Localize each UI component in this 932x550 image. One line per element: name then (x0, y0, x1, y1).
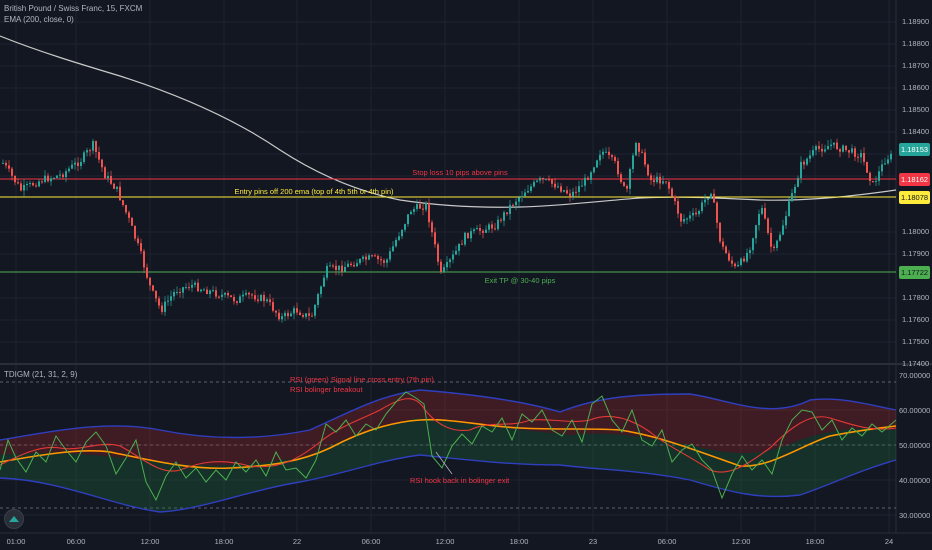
entry-price-tag: 1.18078 (899, 191, 930, 204)
svg-text:12:00: 12:00 (141, 537, 160, 546)
svg-text:1.18500: 1.18500 (902, 105, 929, 114)
ema-legend[interactable]: EMA (200, close, 0) (4, 15, 74, 24)
svg-text:01:00: 01:00 (7, 537, 26, 546)
svg-text:1.18700: 1.18700 (902, 61, 929, 70)
svg-text:60.00000: 60.00000 (899, 406, 930, 415)
price-axis[interactable]: 1.18900 1.18800 1.18700 1.18600 1.18500 … (902, 17, 929, 368)
current-price-tag: 1.18153 (899, 143, 930, 156)
svg-text:18:00: 18:00 (215, 537, 234, 546)
ema-200-line (0, 35, 897, 208)
svg-text:06:00: 06:00 (67, 537, 86, 546)
svg-text:12:00: 12:00 (732, 537, 751, 546)
svg-text:40.00000: 40.00000 (899, 476, 930, 485)
svg-text:1.18800: 1.18800 (902, 39, 929, 48)
grid (0, 0, 896, 533)
svg-text:70.00000: 70.00000 (899, 371, 930, 380)
stop-loss-price-tag: 1.18162 (899, 173, 930, 186)
svg-text:12:00: 12:00 (436, 537, 455, 546)
svg-text:1.17800: 1.17800 (902, 293, 929, 302)
tradingview-logo-icon[interactable] (4, 509, 24, 529)
svg-text:1.17400: 1.17400 (902, 359, 929, 368)
rsi-signal-label: RSI (green) Signal line cross entry (7th… (290, 375, 434, 384)
bollinger-basis-line (0, 418, 897, 470)
svg-text:1.18000: 1.18000 (902, 227, 929, 236)
svg-text:18:00: 18:00 (510, 537, 529, 546)
svg-text:1.18600: 1.18600 (902, 83, 929, 92)
indicator-legend[interactable]: TDIGM (21, 31, 2, 9) (4, 370, 78, 379)
svg-text:1.17600: 1.17600 (902, 315, 929, 324)
svg-text:30.00000: 30.00000 (899, 511, 930, 520)
exit-tp-label: Exit TP @ 30-40 pips (485, 276, 556, 285)
svg-text:24: 24 (885, 537, 893, 546)
svg-text:06:00: 06:00 (658, 537, 677, 546)
bollinger-band (0, 389, 897, 513)
stop-loss-label: Stop loss 10 pips above pins (412, 168, 508, 177)
time-axis[interactable]: 01:00 06:00 12:00 18:00 22 06:00 12:00 1… (7, 537, 894, 546)
indicator-axis[interactable]: 70.00000 60.00000 50.00000 40.00000 30.0… (899, 371, 930, 520)
entry-label: Entry pins off 200 ema (top of 4th 5th o… (234, 187, 394, 196)
svg-text:1.18900: 1.18900 (902, 17, 929, 26)
rsi-green-line (0, 391, 897, 502)
exit-tp-price-tag: 1.17722 (899, 266, 930, 279)
rsi-bollinger-label: RSI bolinger breakout (290, 385, 363, 394)
svg-text:18:00: 18:00 (806, 537, 825, 546)
rsi-hook-label: RSI hook back in bolinger exit (410, 476, 510, 485)
symbol-legend[interactable]: British Pound / Swiss Franc, 15, FXCM (4, 4, 143, 13)
svg-text:1.18400: 1.18400 (902, 127, 929, 136)
svg-text:06:00: 06:00 (362, 537, 381, 546)
svg-text:1.17900: 1.17900 (902, 249, 929, 258)
svg-text:50.00000: 50.00000 (899, 441, 930, 450)
svg-text:23: 23 (589, 537, 597, 546)
rsi-signal-red-line (0, 398, 897, 473)
svg-text:1.17500: 1.17500 (902, 337, 929, 346)
svg-text:22: 22 (293, 537, 301, 546)
candlestick-series (2, 138, 892, 323)
